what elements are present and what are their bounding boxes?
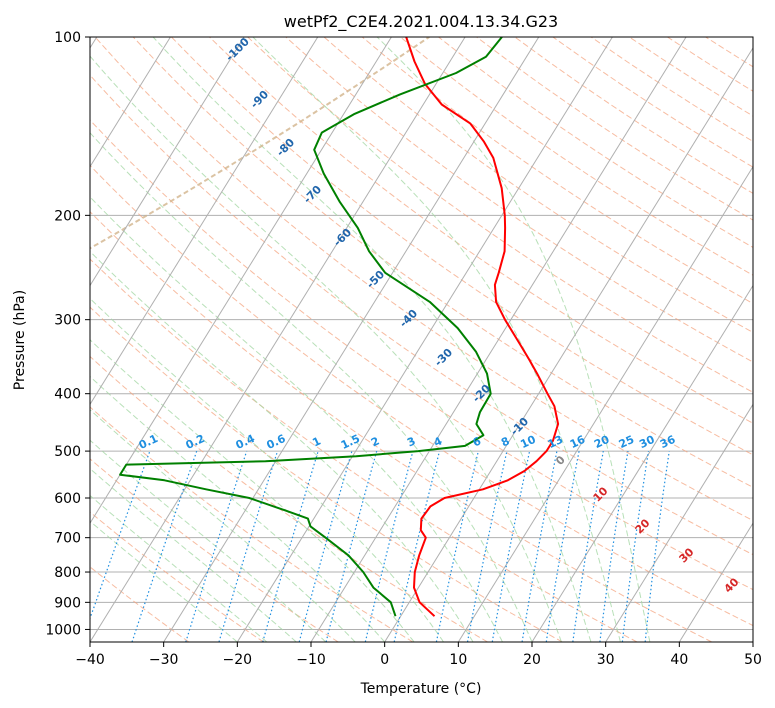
plot-frame: [89, 36, 754, 643]
moist-adiabat: [90, 468, 297, 642]
mixing-ratio-label: 16: [568, 433, 588, 451]
mixing-ratio-label: 25: [617, 433, 636, 451]
mixing-ratio-line: [621, 451, 650, 642]
mixing-ratio-label: 10: [518, 433, 538, 451]
mixing-ratio-line: [90, 450, 151, 621]
x-tick-label: 30: [597, 652, 615, 668]
moist-adiabat: [90, 494, 268, 642]
mixing-ratio-line: [599, 450, 629, 642]
dry-adiabat: [247, 37, 753, 393]
moist-adiabat: [90, 520, 238, 642]
sounding-profiles: [119, 37, 560, 617]
y-tick-label: 1000: [45, 622, 81, 638]
chart-title: wetPf2_C2E4.2021.004.13.34.G23: [284, 12, 558, 32]
mixing-ratio-line: [325, 450, 378, 642]
mixing-ratio-label: 36: [658, 433, 678, 451]
moist-adiabat: [376, 37, 651, 642]
isotherm-gridline: [90, 37, 392, 525]
x-tick-label: −20: [223, 652, 253, 668]
isotherm-gridline: [310, 37, 687, 642]
moist-adiabat: [90, 250, 474, 642]
dry-adiabat: [171, 37, 753, 456]
mixing-ratio-line: [644, 451, 670, 642]
moist-adiabat: [90, 375, 386, 642]
mixing-ratio-line: [218, 450, 279, 642]
mixing-ratio-line: [435, 450, 479, 642]
moist-adiabat: [90, 409, 356, 642]
isotherm-gridline: [90, 37, 319, 406]
mixing-ratio-line: [572, 450, 604, 642]
y-tick-label: 100: [54, 30, 81, 46]
isotherm-gridline: [163, 37, 540, 642]
y-tick-label: 500: [54, 444, 81, 460]
dry-adiabat: [90, 458, 339, 642]
dewpoint-line: [119, 37, 503, 617]
dry-adiabat: [90, 164, 753, 627]
moist-adiabat: [152, 37, 592, 642]
x-tick-label: −30: [149, 652, 179, 668]
x-tick-label: −40: [75, 652, 105, 668]
isotherm-gridline: [90, 37, 466, 642]
dry-adiabat: [90, 306, 563, 642]
moist-adiabat: [90, 297, 445, 642]
dry-adiabat: [90, 511, 264, 642]
y-tick-label: 800: [54, 565, 81, 581]
isotherm-gridline: [605, 403, 753, 642]
isotherm-gridline: [531, 284, 753, 642]
x-tick-label: 10: [449, 652, 467, 668]
y-tick-label: 600: [54, 491, 81, 507]
dry-adiabat: [90, 355, 488, 642]
moist-adiabat: [90, 132, 533, 642]
y-tick-label: 300: [54, 313, 81, 329]
isotherm-gridline: [457, 165, 753, 642]
isotherm-gridline: [384, 46, 753, 642]
dry-adiabat: [90, 119, 753, 591]
x-tick-label: 50: [744, 652, 762, 668]
mixing-ratio-line: [393, 450, 441, 642]
mixing-ratio-line: [131, 450, 198, 642]
mixing-ratio-label: 13: [546, 433, 565, 451]
isotherm-gridline: [90, 37, 245, 287]
x-tick-label: 20: [523, 652, 541, 668]
mixing-ratio-line: [262, 450, 319, 642]
dry-adiabat: [94, 37, 753, 522]
y-tick-label: 400: [54, 387, 81, 403]
temperature-line: [405, 37, 560, 617]
x-tick-label: −10: [296, 652, 326, 668]
mixing-ratio-line: [298, 450, 353, 642]
y-axis-title: Pressure (hPa): [12, 290, 28, 390]
isotherm-gridline: [236, 37, 613, 642]
mixing-ratio-label: 20: [592, 433, 612, 451]
y-tick-label: 200: [54, 208, 81, 224]
mixing-ratio-line: [364, 450, 414, 642]
isotherm-gridline: [90, 37, 171, 168]
dry-adiabat: [90, 211, 712, 642]
moist-adiabat: [252, 37, 621, 642]
mixing-ratio-line: [185, 450, 248, 642]
x-tick-label: 40: [670, 652, 688, 668]
axis-ticks: −40 −30 −20 −10 0 10 20 30 40 50 100 200 300 400 500 60…: [45, 30, 762, 668]
y-tick-label: 900: [54, 595, 81, 611]
dry-adiabat: [323, 37, 753, 334]
isotherm-gridline: [678, 522, 753, 642]
moist-adiabat: [90, 196, 503, 642]
x-tick-label: 0: [380, 652, 389, 668]
x-axis-title: Temperature (°C): [360, 681, 482, 697]
mixing-ratio-label: 30: [637, 433, 657, 451]
y-tick-label: 700: [54, 531, 81, 547]
moist-adiabat: [90, 439, 327, 642]
background-lines: [90, 37, 753, 642]
